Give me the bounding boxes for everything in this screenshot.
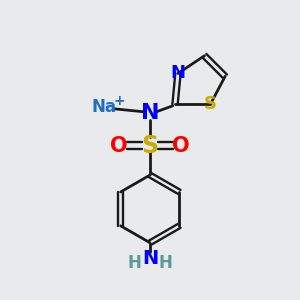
Text: N: N <box>170 64 185 82</box>
Text: S: S <box>141 134 159 158</box>
Text: H: H <box>158 254 172 272</box>
Text: +: + <box>114 94 125 108</box>
Text: S: S <box>204 95 217 113</box>
Text: O: O <box>172 136 190 156</box>
Text: O: O <box>110 136 128 156</box>
Text: Na: Na <box>92 98 117 116</box>
Text: H: H <box>128 254 142 272</box>
Text: N: N <box>141 103 159 123</box>
Text: N: N <box>142 249 158 268</box>
